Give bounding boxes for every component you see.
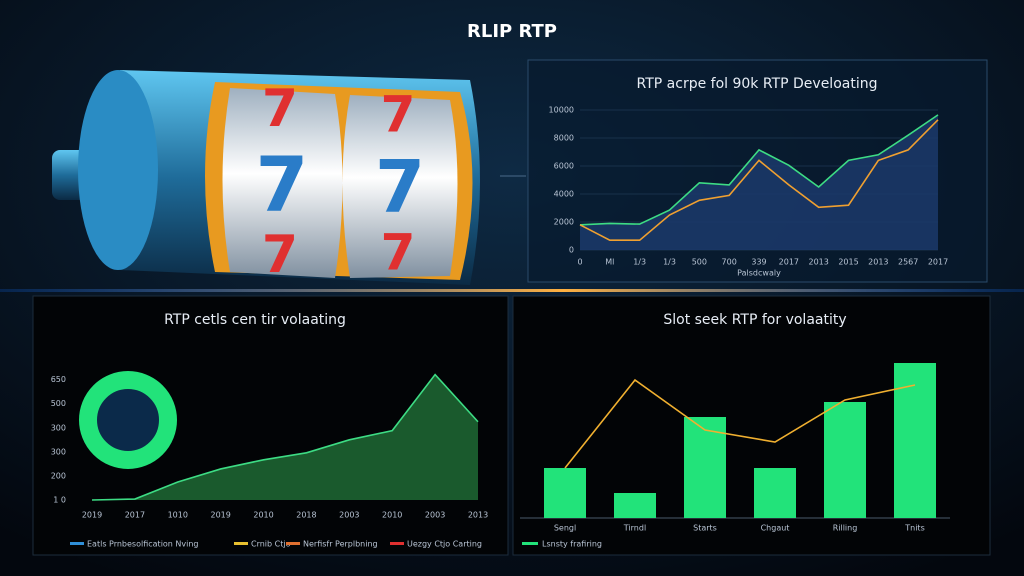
reel	[222, 88, 343, 278]
legend-label: Eatls Prnbesolfication Nving	[87, 540, 199, 549]
x-tick-label: Tnits	[904, 524, 924, 533]
y-tick-label: 1 0	[53, 496, 66, 505]
x-tick-label: 2013	[868, 258, 888, 267]
x-tick-label: 500	[692, 258, 707, 267]
reel-symbol: 7	[262, 225, 298, 285]
y-tick-label: 4000	[554, 190, 574, 199]
x-tick-label: 0	[577, 258, 582, 267]
x-tick-label: Tirndl	[623, 524, 646, 533]
y-tick-label: 8000	[554, 134, 574, 143]
line	[579, 119, 939, 241]
bar	[754, 468, 796, 518]
x-tick-label: 2018	[296, 511, 316, 520]
line	[564, 378, 916, 469]
y-tick-label: 300	[51, 423, 66, 432]
x-tick-label: 2017	[928, 258, 948, 267]
y-tick-label: 200	[51, 471, 66, 480]
x-tick-label: 2019	[210, 511, 230, 520]
legend-label: Nerfisfr Perplbning	[303, 540, 378, 549]
bar	[614, 493, 656, 518]
x-tick-label: 2017	[125, 511, 145, 520]
legend-swatch	[286, 542, 300, 545]
x-tick-label: Starts	[693, 524, 717, 533]
legend-label: Lsnsty frafiring	[542, 540, 602, 549]
y-tick-label: 300	[51, 447, 66, 456]
drum-end	[78, 70, 158, 270]
area	[92, 374, 478, 500]
y-tick-label: 6000	[554, 162, 574, 171]
line	[91, 373, 479, 501]
bar	[894, 363, 936, 518]
reel-symbol: 7	[381, 86, 416, 144]
x-tick-label: 2013	[808, 258, 828, 267]
y-tick-label: 650	[51, 375, 66, 384]
x-tick-label: 339	[751, 258, 766, 267]
legend-swatch	[234, 542, 248, 545]
chart-title: RTP cetls cen tir volaating	[164, 312, 346, 328]
reel-symbol: 7	[262, 79, 298, 139]
legend-label: Crnib Ctjo	[251, 540, 291, 549]
bar	[684, 417, 726, 518]
y-tick-label: 2000	[554, 218, 574, 227]
x-tick-label: 2567	[898, 258, 918, 267]
x-tick-label: Chgaut	[761, 524, 790, 533]
x-axis-label: Palsdcwaly	[737, 269, 781, 278]
line	[579, 114, 939, 226]
bar	[544, 468, 586, 518]
x-tick-label: 2010	[253, 511, 273, 520]
x-tick-label: 1/3	[663, 258, 676, 267]
page-title: RLIP RTP	[467, 21, 557, 42]
reel-symbol: 7	[256, 140, 309, 229]
legend-swatch	[70, 542, 84, 545]
x-tick-label: 2019	[82, 511, 102, 520]
chart-title: Slot seek RTP for volaatity	[663, 312, 846, 328]
x-tick-label: 1/3	[633, 258, 646, 267]
legend-swatch	[522, 542, 538, 545]
bar	[824, 402, 866, 518]
x-tick-label: 2015	[838, 258, 858, 267]
y-tick-label: 0	[569, 246, 574, 255]
slot-machine: 7 7 7 7 7 7	[52, 70, 480, 285]
x-tick-label: 1010	[168, 511, 188, 520]
x-tick-label: Ml	[605, 258, 614, 267]
x-tick-label: 2017	[779, 258, 799, 267]
reel-symbol: 7	[381, 224, 416, 282]
reel	[342, 95, 458, 278]
reel-symbol: 7	[375, 145, 425, 229]
donut	[79, 371, 177, 469]
x-tick-label: 2003	[425, 511, 445, 520]
legend-swatch	[390, 542, 404, 545]
x-tick-label: Rilling	[833, 524, 858, 533]
x-tick-label: 700	[722, 258, 737, 267]
x-tick-label: 2003	[339, 511, 359, 520]
x-tick-label: 2010	[382, 511, 402, 520]
chart-title: RTP acrpe fol 90k RTP Develoating	[637, 76, 878, 92]
glow-line	[0, 289, 1024, 292]
y-tick-label: 10000	[549, 106, 574, 115]
legend-label: Uezgy Ctjo Carting	[407, 540, 482, 549]
x-tick-label: Sengl	[554, 524, 576, 533]
area	[580, 114, 938, 251]
y-tick-label: 500	[51, 399, 66, 408]
x-tick-label: 2013	[468, 511, 488, 520]
